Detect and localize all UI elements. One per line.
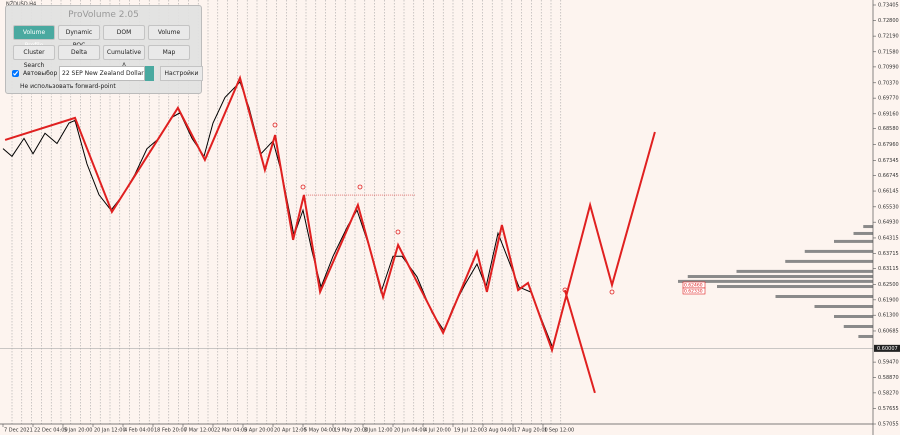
signal-marker (562, 287, 568, 293)
options-row: Автовыбор 22 SEP New Zealand Dollar Наст… (12, 66, 203, 81)
y-tick-label: 0.71580 (878, 49, 899, 55)
y-tick-label: 0.70990 (878, 64, 899, 70)
checkbox[interactable] (12, 70, 19, 77)
y-tick-label: 0.68580 (878, 126, 899, 132)
series-projection (563, 289, 596, 394)
profile-bar (678, 279, 873, 283)
profile-bar (814, 305, 873, 309)
series-price (2, 81, 553, 347)
profile-bar (736, 269, 873, 273)
settings-button[interactable]: Настройки (160, 66, 203, 81)
y-tick-label: 0.60685 (878, 328, 899, 334)
y-tick-label: 0.64930 (878, 220, 899, 226)
x-tick-label: 7 Mar 12:00 (184, 428, 214, 434)
x-tick-label: 19 May 20:00 (334, 428, 368, 434)
x-tick-label: 5 May 04:00 (304, 428, 335, 434)
x-tick-label: 20 Jun 04:00 (394, 428, 426, 434)
panel-button[interactable]: Cluster Search (13, 45, 55, 69)
y-tick-label: 0.57655 (878, 406, 899, 412)
signal-marker (395, 229, 401, 235)
y-tick-label: 0.62500 (878, 282, 899, 288)
y-tick-label: 0.63115 (878, 266, 899, 272)
checkbox-label: Автовыбор (23, 70, 58, 77)
x-tick-label: 1 Sep 12:00 (544, 428, 574, 434)
price-box-label: 0.62330 (684, 289, 703, 295)
profile-bar (834, 239, 873, 243)
y-tick-label: 0.69770 (878, 96, 899, 102)
price-box-label: 0.62460 (684, 283, 703, 289)
symbol-label: NZDUSD,H4 (6, 2, 36, 8)
select-arrow[interactable] (145, 66, 154, 81)
forward-point-note: Не использовать forward-point (20, 83, 116, 90)
y-tick-label: 0.66145 (878, 189, 899, 195)
panel-button[interactable]: Map (148, 45, 190, 60)
signal-marker (300, 184, 306, 190)
y-tick-label: 0.57055 (878, 422, 899, 428)
current-price-label: 0.60007 (877, 346, 898, 352)
signal-marker (357, 184, 363, 190)
series-zigzag (4, 74, 656, 354)
profile-bar (843, 324, 873, 328)
profile-bar (804, 249, 873, 253)
provolume-panel: ProVolume 2.05 Volume ProfileDynamic POC… (5, 5, 203, 94)
x-tick-label: 22 Mar 04:00 (214, 428, 247, 434)
x-tick-label: 3 Aug 04:00 (484, 428, 515, 434)
panel-button[interactable]: Dynamic POC (58, 25, 100, 49)
profile-bar (687, 275, 873, 279)
symbol-select[interactable]: 22 SEP New Zealand Dollar (59, 66, 145, 81)
x-tick-label: 7 Dec 2021 (4, 428, 33, 434)
y-tick-label: 0.73405 (878, 2, 899, 8)
profile-bar (834, 314, 873, 318)
y-tick-label: 0.59470 (878, 360, 899, 366)
profile-bar (785, 259, 873, 263)
x-tick-label: 17 Aug 20:00 (514, 428, 548, 434)
profile-bar (717, 285, 873, 289)
panel-title: ProVolume 2.05 (68, 10, 139, 20)
x-tick-label: 20 Apr 12:00 (274, 428, 307, 434)
profile-bar (858, 334, 873, 338)
y-tick-label: 0.67960 (878, 142, 899, 148)
y-tick-label: 0.61900 (878, 297, 899, 303)
x-tick-label: 3 Jun 12:00 (364, 428, 393, 434)
price-box (682, 287, 706, 295)
panel-button[interactable]: Volume (148, 25, 190, 40)
y-tick-label: 0.58870 (878, 375, 899, 381)
y-tick-label: 0.66745 (878, 173, 899, 179)
current-price-box (874, 344, 900, 352)
panel-button[interactable]: Cumulative Δ (103, 45, 145, 69)
profile-bar (775, 295, 873, 299)
x-tick-label: 4 Jul 20:00 (424, 428, 451, 434)
profile-bar (853, 231, 873, 235)
x-tick-label: 19 Jul 12:00 (454, 428, 484, 434)
y-tick-label: 0.72190 (878, 34, 899, 40)
x-tick-label: 4 Feb 04:00 (124, 428, 154, 434)
y-tick-label: 0.70370 (878, 80, 899, 86)
panel-button[interactable]: Delta (58, 45, 100, 60)
panel-button[interactable]: Volume Profile (13, 25, 55, 49)
x-tick-label: 5 Apr 20:00 (244, 428, 273, 434)
x-tick-label: 18 Feb 20:00 (154, 428, 187, 434)
y-tick-label: 0.64315 (878, 235, 899, 241)
y-tick-label: 0.72800 (878, 18, 899, 24)
x-tick-label: 20 Jan 12:00 (94, 428, 126, 434)
x-tick-label: 22 Dec 04:00 (34, 428, 68, 434)
profile-bar (863, 225, 873, 229)
y-tick-label: 0.69160 (878, 111, 899, 117)
y-tick-label: 0.61300 (878, 313, 899, 319)
y-tick-label: 0.65530 (878, 204, 899, 210)
signal-marker (609, 289, 615, 295)
x-tick-label: 5 Jan 20:00 (64, 428, 92, 434)
y-tick-label: 0.58270 (878, 390, 899, 396)
button-grid: Volume ProfileDynamic POCDOMVolume Cluste… (13, 25, 201, 69)
panel-button[interactable]: DOM (103, 25, 145, 40)
y-tick-label: 0.63715 (878, 251, 899, 257)
y-tick-label: 0.67345 (878, 158, 899, 164)
signal-marker (272, 122, 278, 128)
